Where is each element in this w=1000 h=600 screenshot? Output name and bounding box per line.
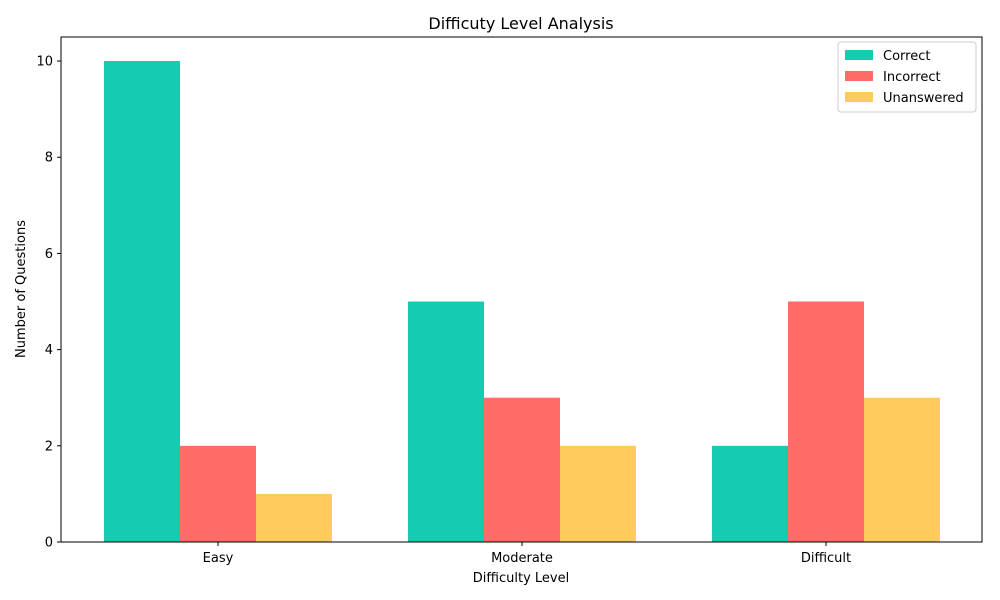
x-axis-ticks: Easy Moderate Difficult (203, 542, 851, 566)
y-tick-label: 6 (45, 247, 53, 262)
bars-group (104, 61, 940, 543)
plot-frame (60, 36, 983, 543)
bar-incorrect-difficult (788, 301, 864, 542)
chart-title: Difficuty Level Analysis (428, 14, 613, 33)
bar-correct-difficult (712, 445, 788, 542)
legend-swatch-correct (845, 50, 873, 60)
legend-swatch-incorrect (845, 71, 873, 81)
y-tick-label: 2 (45, 439, 53, 454)
bar-unanswered-moderate (560, 445, 636, 542)
legend-swatch-unanswered (845, 92, 873, 102)
bar-correct-easy (104, 61, 180, 543)
y-tick-label: 0 (45, 536, 53, 551)
bar-unanswered-difficult (864, 397, 940, 542)
bar-incorrect-easy (180, 445, 256, 542)
x-axis-label: Difficulty Level (473, 571, 569, 586)
bar-correct-moderate (408, 301, 484, 542)
legend-label-unanswered: Unanswered (883, 91, 964, 106)
y-tick-label: 10 (36, 55, 53, 70)
bar-incorrect-moderate (484, 397, 560, 542)
y-axis-label: Number of Questions (14, 220, 29, 358)
x-tick-label-moderate: Moderate (491, 551, 553, 566)
legend: Correct Incorrect Unanswered (837, 41, 977, 113)
x-tick-label-difficult: Difficult (801, 551, 851, 566)
y-tick-label: 8 (45, 151, 53, 166)
legend-label-correct: Correct (883, 49, 930, 64)
legend-label-incorrect: Incorrect (883, 70, 941, 85)
y-tick-label: 4 (45, 343, 53, 358)
y-axis-ticks: 0 2 4 6 8 10 (36, 55, 61, 551)
x-tick-label-easy: Easy (203, 551, 234, 566)
bar-unanswered-easy (256, 493, 332, 542)
